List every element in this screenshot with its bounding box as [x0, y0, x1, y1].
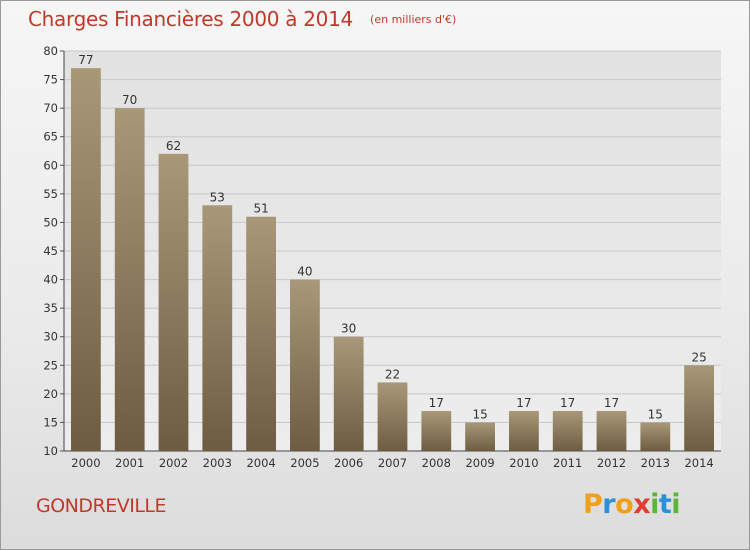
data-label: 22	[385, 367, 400, 381]
data-label: 30	[341, 322, 356, 336]
logo-letter: x	[633, 489, 651, 520]
logo-letter: t	[658, 489, 672, 520]
bar-2004	[246, 216, 276, 451]
bar-2009	[465, 422, 495, 451]
x-tick-label: 2010	[509, 456, 538, 470]
chart-title: Charges Financières 2000 à 2014	[28, 7, 353, 31]
bar-2000	[71, 68, 101, 452]
bar-2006	[333, 336, 364, 451]
data-label: 77	[78, 53, 93, 67]
y-tick-label: 55	[43, 187, 58, 201]
x-tick-label: 2002	[159, 456, 188, 470]
data-label: 25	[691, 350, 706, 364]
x-tick-label: 2006	[334, 456, 363, 470]
y-tick-label: 35	[43, 301, 58, 315]
logo-letter: o	[615, 489, 634, 520]
bar-2005	[290, 279, 320, 451]
data-label: 53	[210, 190, 225, 204]
bar-2001	[114, 108, 145, 452]
bars	[71, 68, 714, 452]
y-tick-label: 75	[43, 73, 58, 87]
data-labels: 77 70 62 53 51 40 30 22 17 15 17 17 17 15 25	[78, 53, 706, 421]
x-tick-label: 2014	[684, 456, 713, 470]
y-tick-label: 70	[43, 101, 58, 115]
data-label: 70	[122, 93, 137, 107]
x-tick-label: 2005	[290, 456, 319, 470]
bar-2003	[202, 205, 233, 451]
logo-letter: i	[671, 489, 681, 520]
x-tick-label: 2003	[203, 456, 232, 470]
logo-letter: P	[583, 489, 603, 520]
data-label: 40	[297, 265, 312, 279]
bar-2011	[552, 411, 583, 451]
y-tick-label: 10	[43, 444, 58, 458]
proxiti-logo: Proxiti	[583, 489, 681, 520]
y-tick-label: 15	[43, 415, 58, 429]
data-label: 17	[560, 396, 575, 410]
y-tick-label: 80	[43, 44, 58, 58]
y-tick-label: 65	[43, 130, 58, 144]
x-tick-label: 2004	[246, 456, 275, 470]
x-tick-label: 2000	[71, 456, 100, 470]
x-tick-label: 2008	[422, 456, 451, 470]
bar-2008	[421, 411, 452, 451]
y-tick-label: 30	[43, 330, 58, 344]
y-tick-label: 60	[43, 158, 58, 172]
bar-2007	[377, 382, 408, 451]
bar-2002	[158, 153, 189, 451]
y-tick-label: 25	[43, 358, 58, 372]
bar-2012	[596, 411, 627, 451]
x-tick-label: 2011	[553, 456, 582, 470]
y-tick-label: 50	[43, 215, 58, 229]
x-tick-labels: 2000 2001 2002 2003 2004 2005 2006 2007 2008 2009…	[71, 456, 713, 470]
chart-title-block: Charges Financières 2000 à 2014 (en mill…	[28, 7, 456, 31]
x-tick-label: 2007	[378, 456, 407, 470]
data-label: 17	[604, 396, 619, 410]
data-label: 17	[429, 396, 444, 410]
bar-2014	[684, 365, 714, 451]
y-tick-label: 20	[43, 387, 58, 401]
x-tick-label: 2012	[597, 456, 626, 470]
chart-subtitle: (en milliers d'€)	[370, 13, 457, 26]
bar-2013	[640, 422, 671, 451]
bar-2010	[509, 411, 539, 451]
data-label: 17	[516, 396, 531, 410]
y-tick-label: 40	[43, 273, 58, 287]
data-label: 15	[648, 407, 663, 421]
data-label: 15	[472, 407, 487, 421]
data-label: 51	[253, 202, 268, 216]
x-tick-label: 2013	[641, 456, 670, 470]
logo-letter: r	[602, 489, 616, 520]
x-tick-label: 2009	[465, 456, 494, 470]
x-tick-label: 2001	[115, 456, 144, 470]
logo-letter: i	[650, 489, 659, 520]
data-label: 62	[166, 139, 181, 153]
y-tick-labels: 10 15 20 25 30 35 40 45 50 55 60 65 70 75 80	[43, 44, 58, 458]
commune-name: GONDREVILLE	[36, 495, 167, 517]
y-tick-label: 45	[43, 244, 58, 258]
